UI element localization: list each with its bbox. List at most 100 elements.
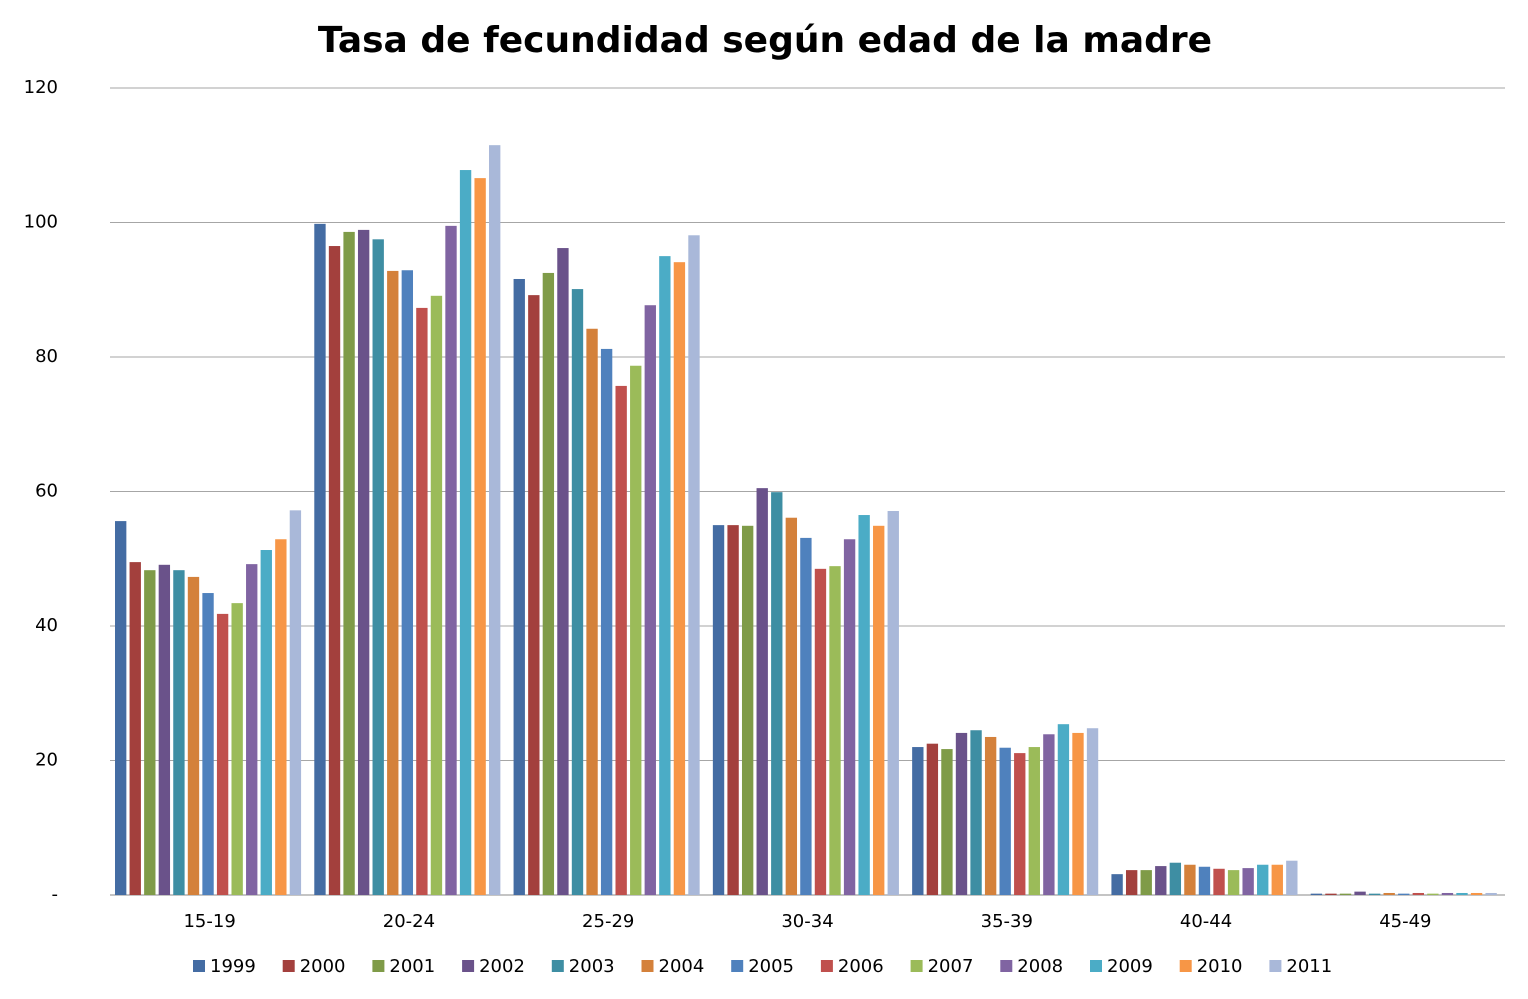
bar (1242, 868, 1254, 895)
bar (430, 295, 443, 895)
x-tick-label: 45-49 (1379, 911, 1431, 932)
bar (712, 525, 725, 895)
bar (1028, 747, 1040, 895)
bar (144, 570, 156, 895)
bar (1427, 893, 1439, 895)
x-tick-label: 35-39 (981, 911, 1033, 932)
bar (158, 564, 171, 895)
bar (1227, 870, 1240, 895)
bar (1398, 893, 1410, 895)
bar (1286, 860, 1298, 895)
bar (771, 492, 783, 895)
bar (644, 305, 656, 895)
legend-label: 2008 (1017, 956, 1063, 977)
bar (800, 537, 812, 895)
y-tick-label: 100 (24, 212, 58, 233)
bar (829, 566, 841, 895)
bar (673, 262, 686, 895)
legend-label: 2010 (1197, 956, 1243, 977)
bar (357, 229, 370, 895)
bar (970, 730, 982, 895)
legend-label: 2003 (569, 956, 615, 977)
bar (756, 488, 768, 895)
legend-swatch (551, 960, 564, 972)
bar (459, 170, 472, 896)
y-tick-label: - (52, 884, 59, 905)
bar (999, 747, 1011, 895)
bar (1368, 893, 1381, 895)
legend-label: 2011 (1286, 956, 1332, 977)
legend-label: 2000 (300, 956, 346, 977)
bar (1441, 892, 1454, 895)
bar (630, 365, 642, 895)
bar (1043, 734, 1055, 895)
bar (1383, 892, 1395, 895)
bar (173, 570, 185, 895)
bar (659, 256, 671, 895)
legend-label: 2005 (748, 956, 794, 977)
legend-swatch (282, 960, 295, 972)
bar (586, 328, 598, 895)
bar (727, 525, 739, 895)
bar (1057, 724, 1070, 895)
bar (372, 239, 384, 895)
bar (401, 270, 414, 895)
bar (1169, 862, 1182, 895)
bar (289, 510, 302, 895)
bar (843, 539, 856, 895)
bar (557, 248, 569, 895)
y-tick-label: 20 (35, 750, 58, 771)
x-tick-label: 40-44 (1180, 911, 1232, 932)
bar (260, 550, 272, 895)
bar (246, 564, 258, 895)
legend-label: 2006 (838, 956, 884, 977)
bar (187, 576, 200, 895)
legend-swatch (731, 960, 744, 972)
bar (1086, 728, 1099, 895)
bar (542, 272, 555, 895)
legend-swatch (1269, 960, 1282, 972)
bar (1339, 893, 1352, 895)
bar (1125, 870, 1138, 895)
bar (571, 289, 584, 895)
bar (489, 145, 501, 896)
y-tick-label: 80 (35, 346, 58, 367)
bar (785, 517, 798, 895)
bar (814, 568, 827, 895)
bar (1310, 893, 1323, 895)
legend-label: 2001 (389, 956, 435, 977)
legend-label: 1999 (210, 956, 256, 977)
legend-swatch (641, 960, 654, 972)
bar (1184, 864, 1196, 895)
bar (955, 732, 968, 895)
bar (941, 749, 953, 895)
legend-label: 2002 (479, 956, 525, 977)
legend-label: 2009 (1107, 956, 1153, 977)
chart-title: Tasa de fecundidad según edad de la madr… (318, 20, 1212, 61)
bar (1140, 870, 1152, 895)
x-tick-label: 30-34 (781, 911, 833, 932)
bar (600, 348, 613, 895)
bar (858, 515, 870, 895)
bar (328, 246, 341, 896)
bar (688, 235, 700, 896)
bar (416, 307, 428, 896)
bar (314, 223, 326, 896)
bar (528, 295, 540, 895)
legend-swatch (1000, 960, 1013, 972)
bar (445, 225, 457, 896)
x-tick-label: 15-19 (183, 911, 235, 932)
legend-swatch (462, 960, 475, 972)
bar (231, 603, 243, 895)
bar (115, 521, 127, 895)
bar (1325, 893, 1337, 895)
bar (216, 613, 229, 895)
legend-swatch (910, 960, 923, 972)
bar (1271, 864, 1283, 895)
x-tick-label: 25-29 (582, 911, 634, 932)
bar (887, 511, 899, 895)
bar (1485, 892, 1497, 895)
legend-label: 2004 (659, 956, 705, 977)
legend-swatch (1179, 960, 1192, 972)
